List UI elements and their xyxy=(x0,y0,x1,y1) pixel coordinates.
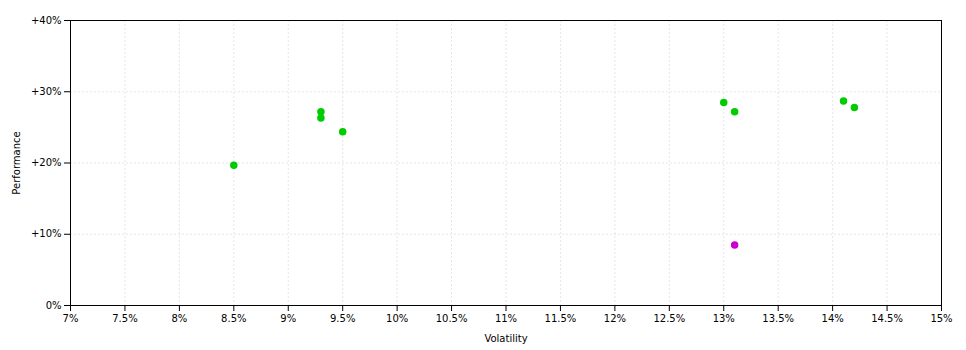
svg-text:14%: 14% xyxy=(822,313,844,324)
svg-text:0%: 0% xyxy=(46,300,62,311)
svg-text:8.5%: 8.5% xyxy=(221,313,246,324)
svg-text:12.5%: 12.5% xyxy=(653,313,685,324)
svg-text:Performance: Performance xyxy=(11,131,22,194)
svg-text:+20%: +20% xyxy=(31,157,62,168)
svg-text:10%: 10% xyxy=(386,313,408,324)
svg-text:10.5%: 10.5% xyxy=(436,313,468,324)
svg-text:+10%: +10% xyxy=(31,228,62,239)
svg-text:11%: 11% xyxy=(495,313,517,324)
svg-text:9.5%: 9.5% xyxy=(330,313,355,324)
svg-text:12%: 12% xyxy=(604,313,626,324)
svg-text:14.5%: 14.5% xyxy=(871,313,903,324)
svg-text:11.5%: 11.5% xyxy=(545,313,577,324)
svg-text:Volatility: Volatility xyxy=(484,333,527,344)
svg-text:7%: 7% xyxy=(63,313,79,324)
svg-text:15%: 15% xyxy=(930,313,952,324)
svg-text:9%: 9% xyxy=(280,313,296,324)
svg-text:7.5%: 7.5% xyxy=(112,313,137,324)
svg-text:+40%: +40% xyxy=(31,15,62,26)
svg-text:13%: 13% xyxy=(713,313,735,324)
svg-text:8%: 8% xyxy=(171,313,187,324)
svg-text:13.5%: 13.5% xyxy=(762,313,794,324)
svg-text:+30%: +30% xyxy=(31,86,62,97)
